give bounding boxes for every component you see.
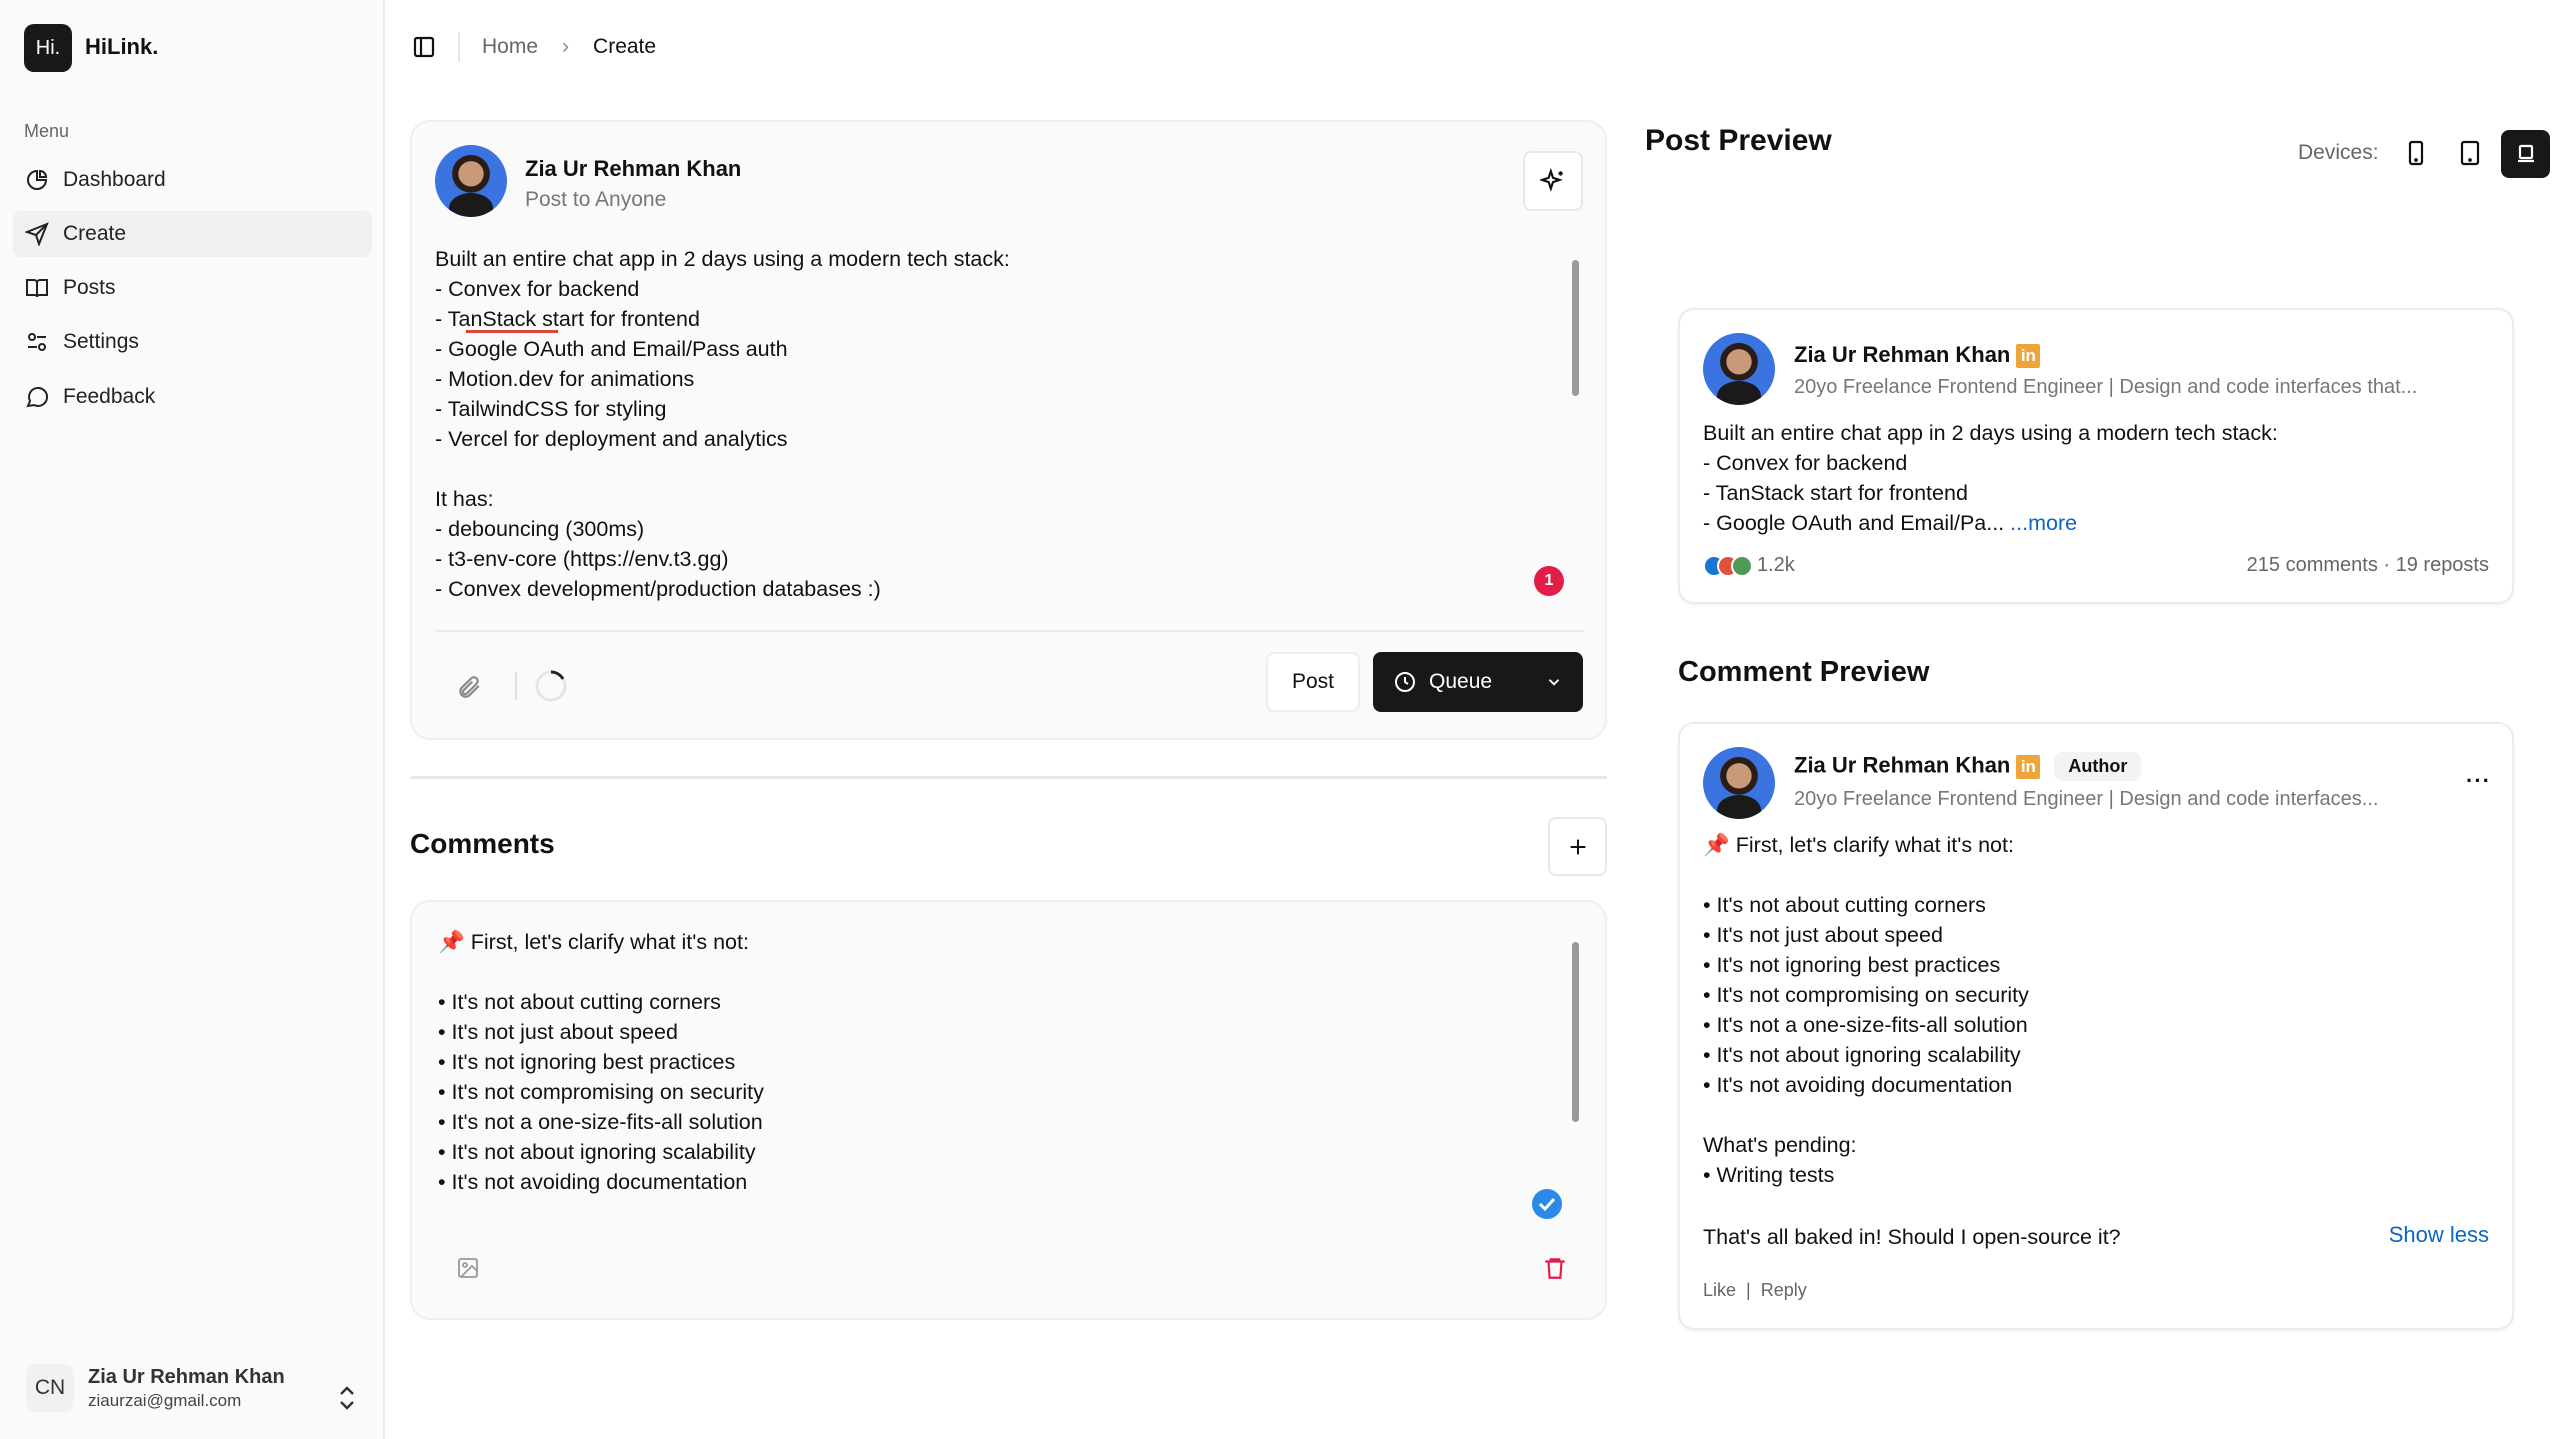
paperclip-icon[interactable] — [456, 674, 482, 700]
trash-icon[interactable] — [1542, 1255, 1568, 1281]
comment-last-line: That's all baked in! Should I open-sourc… — [1703, 1225, 2121, 1249]
comment-preview-title: Comment Preview — [1678, 656, 1930, 688]
comment-preview-card: Zia Ur Rehman Khan in Author 20yo Freelanc… — [1678, 722, 2514, 1330]
post-button[interactable]: Post — [1266, 652, 1360, 712]
sidebar: Hi. HiLink. Menu Dashboard Create Posts … — [0, 0, 385, 1439]
post-composer: Zia Ur Rehman Khan Post to Anyone Built … — [410, 120, 1607, 740]
ai-sparkle-button[interactable] — [1523, 151, 1583, 211]
sparkles-icon — [1540, 168, 1563, 193]
avatar — [1703, 747, 1775, 819]
book-open-icon — [26, 279, 48, 298]
author-name-text: Zia Ur Rehman Khan — [1794, 342, 2011, 367]
menu-label: Menu — [24, 121, 70, 141]
post-textarea[interactable]: Built an entire chat app in 2 days using… — [435, 247, 1010, 601]
sidebar-toggle-icon[interactable] — [412, 35, 436, 59]
post-preview-title: Post Preview — [1645, 124, 1832, 157]
spellcheck-underline — [466, 330, 558, 333]
error-count-badge[interactable]: 1 — [1534, 566, 1564, 596]
sliders-icon — [28, 333, 46, 351]
breadcrumb-home[interactable]: Home — [482, 35, 539, 58]
scrollbar[interactable] — [1572, 260, 1579, 396]
add-comment-button[interactable] — [1548, 817, 1607, 876]
breadcrumb-current: Create — [593, 35, 657, 58]
sidebar-item-label: Create — [63, 222, 127, 245]
divider — [410, 776, 1607, 779]
show-less-link[interactable]: Show less — [2388, 1222, 2489, 1247]
comment-textarea[interactable]: 📌 First, let's clarify what it's not: • … — [438, 930, 764, 1194]
comments-title: Comments — [410, 828, 555, 859]
scrollbar[interactable] — [1572, 942, 1579, 1122]
sidebar-item-dashboard[interactable]: Dashboard — [13, 157, 372, 203]
logo: Hi. — [24, 24, 72, 72]
post-preview-text: Built an entire chat app in 2 days using… — [1703, 418, 2493, 538]
support-reaction-icon — [1731, 554, 1753, 577]
user-menu[interactable]: CN Zia Ur Rehman Khan ziaurzai@gmail.com — [26, 1364, 285, 1412]
breadcrumb: Home › Create — [412, 32, 656, 62]
avatar: CN — [26, 1364, 74, 1412]
reply-link[interactable]: Reply — [1760, 1280, 1807, 1300]
brand-name: HiLink. — [85, 34, 159, 59]
comment-editor: 📌 First, let's clarify what it's not: • … — [410, 900, 1607, 1320]
send-icon — [25, 222, 49, 246]
user-email: ziaurzai@gmail.com — [88, 1390, 242, 1410]
reaction-count: 1.2k — [1757, 554, 1795, 576]
author-badge: Author — [2054, 752, 2142, 781]
author-name: Zia Ur Rehman Khan — [525, 156, 742, 181]
laptop-icon — [2517, 144, 2534, 163]
divider: | — [1746, 1280, 1751, 1300]
like-link[interactable]: Like — [1703, 1280, 1737, 1300]
image-icon[interactable] — [456, 1256, 480, 1280]
chevrons-up-down-icon[interactable] — [336, 1384, 358, 1412]
reactions[interactable]: 1.2k — [1703, 554, 1795, 577]
linkedin-icon: in — [2016, 754, 2041, 779]
divider — [515, 672, 517, 700]
more-options-icon[interactable]: ··· — [2466, 768, 2491, 793]
sidebar-item-settings[interactable]: Settings — [13, 319, 372, 365]
sidebar-item-label: Settings — [63, 330, 139, 353]
sidebar-item-create[interactable]: Create — [13, 211, 372, 257]
post-preview-card: Zia Ur Rehman Khan in 20yo Freelance Fron… — [1678, 308, 2514, 604]
comment-actions: Like | Reply — [1703, 1280, 1807, 1301]
pie-chart-icon — [27, 169, 48, 190]
sidebar-item-posts[interactable]: Posts — [13, 265, 372, 311]
chevron-right-icon: › — [562, 35, 570, 58]
check-circle-icon — [1532, 1189, 1562, 1219]
queue-label: Queue — [1429, 670, 1493, 693]
see-more-link[interactable]: ...more — [2010, 511, 2078, 535]
clock-icon — [1395, 672, 1415, 692]
avatar — [1703, 333, 1775, 405]
sidebar-item-feedback[interactable]: Feedback — [13, 374, 372, 420]
avatar — [435, 145, 507, 217]
desktop-device-button[interactable] — [2501, 130, 2550, 178]
author-headline: 20yo Freelance Frontend Engineer | Desig… — [1794, 376, 2418, 398]
chevron-down-icon[interactable] — [1545, 673, 1563, 691]
comment-preview-text: 📌 First, let's clarify what it's not: • … — [1703, 833, 2029, 1187]
reaction-icons — [1703, 554, 1753, 577]
divider — [458, 32, 460, 62]
post-text: Built an entire chat app in 2 days using… — [1703, 421, 2278, 535]
character-count-ring-icon — [535, 670, 567, 702]
mobile-device-icon[interactable] — [2405, 140, 2427, 166]
post-stats[interactable]: 215 comments · 19 reposts — [2246, 554, 2489, 576]
user-name: Zia Ur Rehman Khan — [88, 1365, 285, 1388]
author-headline: 20yo Freelance Frontend Engineer | Desig… — [1794, 788, 2379, 810]
divider — [435, 630, 1585, 632]
audience-label[interactable]: Post to Anyone — [525, 188, 667, 211]
sidebar-item-label: Dashboard — [63, 168, 166, 191]
linkedin-icon: in — [2016, 344, 2041, 369]
message-circle-icon — [26, 387, 48, 408]
author-name: Zia Ur Rehman Khan in — [1794, 342, 2041, 369]
tablet-device-icon[interactable] — [2459, 140, 2481, 166]
devices-label: Devices: — [2298, 141, 2379, 164]
author-name-text: Zia Ur Rehman Khan — [1794, 752, 2011, 778]
queue-button[interactable]: Queue — [1373, 652, 1583, 712]
plus-icon — [1570, 839, 1585, 854]
sidebar-item-label: Feedback — [63, 385, 156, 408]
author-name: Zia Ur Rehman Khan in Author — [1794, 752, 2142, 781]
sidebar-item-label: Posts — [63, 276, 116, 299]
